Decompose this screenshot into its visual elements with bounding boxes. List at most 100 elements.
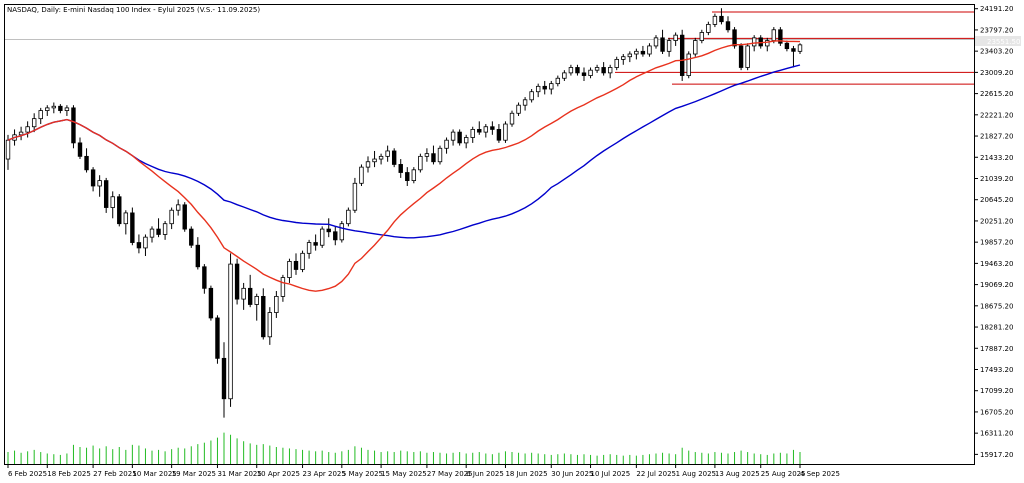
candle-body-18 — [123, 212, 129, 225]
candle-body-0 — [5, 139, 11, 160]
candle-body-63 — [418, 155, 423, 171]
candle-body-71 — [470, 129, 475, 138]
candle-body-40 — [267, 312, 273, 338]
candle-body-59 — [391, 150, 397, 165]
candle-body-44 — [293, 260, 299, 270]
candle-body-94 — [621, 56, 626, 60]
candle-body-21 — [143, 236, 148, 249]
candle-body-9 — [64, 107, 70, 111]
candle-body-38 — [254, 296, 259, 305]
candle-body-33 — [221, 357, 227, 400]
candle-body-34 — [228, 263, 233, 400]
candle-body-66 — [437, 147, 443, 163]
y-tick-label-14: 18675.20 — [980, 302, 1013, 310]
candle-body-17 — [117, 196, 122, 225]
candle-body-68 — [450, 131, 456, 141]
candle-body-26 — [175, 204, 181, 211]
y-tick-label-0: 24191.20 — [980, 5, 1013, 13]
candle-body-32 — [215, 317, 220, 359]
x-tick-label-14: 10 Jul 2025 — [591, 470, 631, 478]
candle-body-107 — [706, 23, 711, 33]
candle-body-96 — [634, 50, 639, 55]
candle-body-87 — [575, 67, 580, 74]
candle-body-77 — [509, 112, 515, 125]
candle-body-69 — [457, 131, 462, 144]
x-tick-label-8: 5 May 2025 — [342, 470, 383, 478]
candle-body-86 — [568, 67, 574, 74]
x-tick-label-9: 15 May 2025 — [381, 470, 427, 478]
candle-body-51 — [339, 223, 345, 241]
y-tick-label-8: 21039.20 — [980, 175, 1013, 183]
y-axis: 24191.20 23797.20 23403.20 23009.20 22615.20… — [975, 5, 1013, 459]
last-price-label: 23551.50 — [987, 38, 1020, 46]
candle-body-80 — [529, 91, 534, 101]
candle-body-53 — [352, 182, 358, 211]
y-tick-label-4: 22615.20 — [980, 90, 1013, 98]
candle-body-113 — [745, 45, 750, 68]
moving-averages — [7, 40, 801, 292]
y-tick-label-19: 16705.20 — [980, 408, 1013, 416]
x-tick-label-3: 10 Mar 2025 — [132, 470, 176, 478]
y-tick-label-17: 17493.20 — [980, 366, 1013, 374]
x-tick-label-16: 1 Aug 2025 — [676, 470, 716, 478]
candle-body-25 — [169, 209, 174, 225]
ma-fast-line — [7, 40, 801, 292]
candle-body-84 — [555, 77, 561, 85]
candle-body-118 — [778, 29, 783, 44]
candle-body-100 — [660, 37, 665, 52]
chart-title: NASDAQ, Daily: E-mini Nasdaq 100 Index -… — [7, 6, 260, 14]
x-tick-label-18: 25 Aug 2025 — [761, 470, 806, 478]
candle-body-55 — [365, 161, 371, 168]
candle-body-104 — [686, 53, 691, 76]
y-tick-label-7: 21433.20 — [980, 154, 1013, 162]
candle-body-13 — [90, 169, 96, 187]
candle-body-36 — [241, 287, 246, 300]
volume-bars — [7, 432, 801, 465]
candle-body-28 — [189, 228, 194, 246]
candle-body-20 — [136, 242, 142, 249]
candle-body-37 — [247, 287, 253, 305]
candle-body-95 — [627, 53, 633, 58]
candle-body-78 — [516, 104, 521, 114]
candle-body-114 — [751, 37, 757, 47]
candle-body-62 — [411, 169, 417, 181]
candle-body-43 — [287, 260, 292, 278]
candle-body-67 — [444, 139, 449, 149]
candle-body-56 — [372, 158, 377, 163]
candle-body-6 — [45, 107, 50, 111]
candle-body-111 — [732, 29, 737, 47]
candles — [5, 8, 803, 418]
candle-body-57 — [378, 155, 384, 160]
x-tick-label-7: 23 Apr 2025 — [303, 470, 346, 478]
candle-body-46 — [306, 242, 312, 254]
candle-body-70 — [463, 137, 469, 144]
candle-body-54 — [359, 166, 364, 184]
candle-body-27 — [182, 204, 187, 230]
candle-body-29 — [195, 244, 201, 268]
candle-body-41 — [274, 296, 279, 313]
candle-body-2 — [18, 131, 24, 136]
candle-body-97 — [640, 50, 646, 55]
candle-body-3 — [25, 126, 30, 133]
x-tick-label-5: 31 Mar 2025 — [217, 470, 261, 478]
candle-body-60 — [398, 164, 403, 173]
candle-body-89 — [588, 69, 593, 76]
candle-body-93 — [614, 59, 619, 68]
y-tick-label-18: 17099.20 — [980, 387, 1013, 395]
candle-body-103 — [679, 34, 685, 76]
candle-body-15 — [103, 180, 109, 208]
candle-body-116 — [765, 40, 770, 47]
y-tick-label-12: 19463.20 — [980, 260, 1013, 268]
candle-body-90 — [594, 67, 600, 71]
candle-body-22 — [149, 228, 155, 238]
candle-body-11 — [77, 142, 83, 157]
candle-body-102 — [673, 34, 678, 41]
y-tick-label-15: 18281.20 — [980, 324, 1013, 332]
candle-body-8 — [58, 105, 63, 111]
candle-body-19 — [130, 212, 135, 243]
y-tick-label-9: 20645.20 — [980, 196, 1013, 204]
candle-body-73 — [483, 126, 489, 133]
